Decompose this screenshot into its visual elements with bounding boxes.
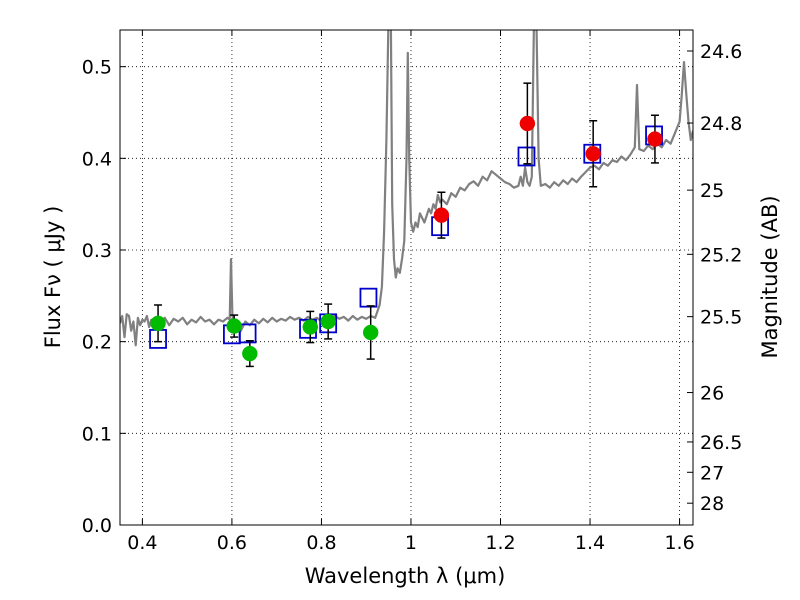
photometry-point <box>150 315 166 332</box>
y-tick-label: 0.1 <box>82 423 112 445</box>
mag-tick-label: 24.6 <box>700 41 742 63</box>
x-tick-label: 0.4 <box>127 532 157 554</box>
photometry-point <box>320 313 336 330</box>
y-axis-label: Flux Fν ( μJy ) <box>41 206 65 349</box>
x-tick-label: 1.4 <box>575 532 605 554</box>
model-square-marker <box>238 323 257 344</box>
photometry-point <box>242 345 258 362</box>
mag-tick-label: 25 <box>700 180 724 202</box>
mag-tick-label: 28 <box>700 493 724 515</box>
mag-tick-label: 26.5 <box>700 432 742 454</box>
x-tick-label: 1.2 <box>485 532 515 554</box>
x-tick-label: 1 <box>405 532 417 554</box>
y-tick-label: 0.2 <box>82 332 112 354</box>
gridlines <box>120 30 693 526</box>
photometry-point <box>302 319 319 335</box>
plot-frame <box>119 29 694 526</box>
y-axis-label-right: Magnitude (AB) <box>758 195 782 358</box>
mag-tick-label: 26 <box>700 383 724 405</box>
x-tick-label: 1.6 <box>664 532 694 554</box>
axes: 0.4 0.6 0.8 1 1.2 1.4 1.6 0.0 0.1 0.2 0.3 0.4 0.5 24.… <box>82 30 742 554</box>
photometry-point <box>226 318 242 334</box>
photometry-point <box>362 324 379 341</box>
photometry-point <box>519 115 536 132</box>
x-axis-label: Wavelength λ (μm) <box>305 564 506 588</box>
mag-tick-label: 24.8 <box>700 113 742 135</box>
mag-tick-label: 25.2 <box>700 244 742 266</box>
y-tick-label: 0.4 <box>82 148 112 170</box>
plot-area <box>120 30 693 368</box>
spectrum-line <box>120 30 693 347</box>
mag-tick-label: 25.5 <box>700 307 742 329</box>
x-tick-label: 0.6 <box>217 532 247 554</box>
photometry-point <box>585 146 601 162</box>
mag-tick-label: 27 <box>700 462 724 484</box>
y-tick-label: 0.5 <box>82 57 112 79</box>
photometry-point <box>433 207 450 223</box>
photometry-point <box>647 131 663 147</box>
y-tick-label: 0.3 <box>82 240 112 262</box>
x-tick-label: 0.8 <box>306 532 336 554</box>
model-square-marker <box>517 146 536 167</box>
y-tick-label: 0.0 <box>82 515 112 537</box>
